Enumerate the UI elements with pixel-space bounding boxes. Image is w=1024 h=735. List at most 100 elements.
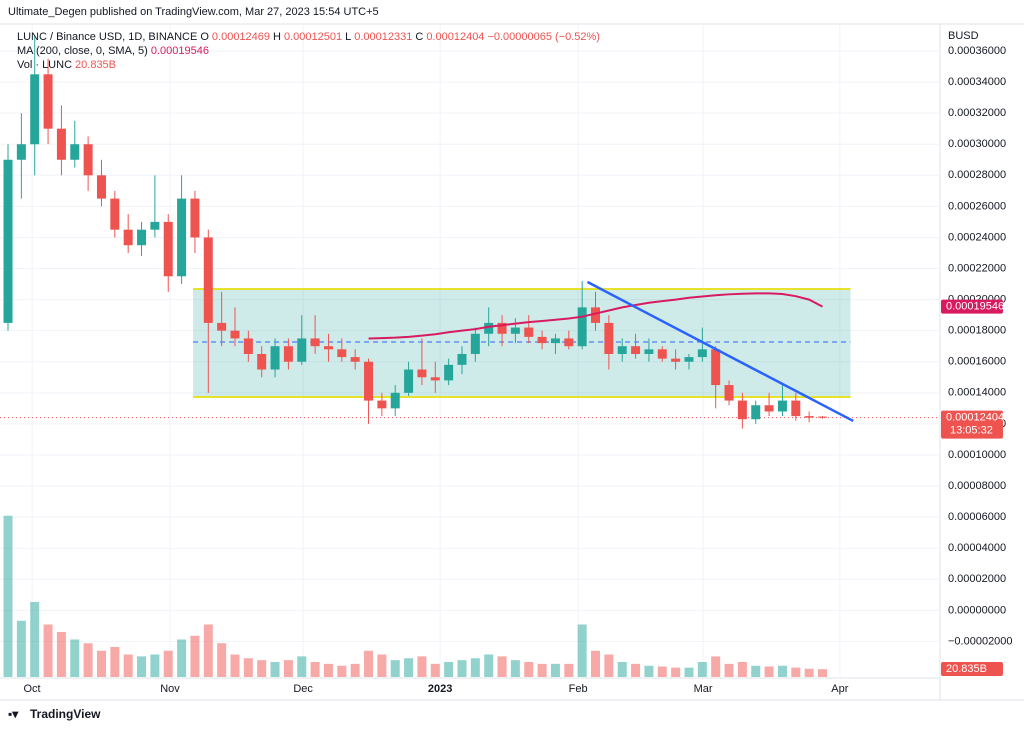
candle-body — [804, 416, 814, 418]
volume-bar — [417, 656, 427, 677]
volume-bar — [163, 650, 173, 677]
candle-body — [404, 369, 414, 393]
candle-body — [96, 175, 106, 199]
volume-tag: 20.835B — [946, 663, 987, 675]
volume-bar — [510, 660, 520, 677]
volume-bar — [70, 639, 80, 677]
legend-text: −0.00000065 (−0.52%) — [487, 31, 600, 43]
candle-body — [777, 400, 787, 412]
volume-bar — [697, 662, 707, 677]
volume-bar — [203, 624, 213, 677]
candle-body — [203, 237, 213, 323]
volume-bar — [644, 665, 654, 677]
x-tick-label: Mar — [694, 683, 713, 695]
volume-bar — [577, 624, 587, 677]
legend-row: LUNC / Binance USD, 1D, BINANCE O 0.000124… — [17, 31, 600, 43]
volume-bar — [350, 663, 360, 677]
publisher: Ultimate_Degen published on TradingView.… — [8, 6, 379, 18]
candle-body — [591, 307, 601, 323]
volume-bar — [470, 658, 480, 677]
volume-bar — [323, 663, 333, 677]
candle-body — [3, 159, 13, 323]
volume-bar — [150, 654, 160, 677]
candle-body — [510, 327, 520, 334]
volume-bar — [43, 624, 53, 677]
x-tick-label: Feb — [569, 683, 588, 695]
y-tick-label: 0.00000000 — [948, 604, 1006, 616]
trendline — [586, 280, 854, 423]
volume-bar — [818, 669, 827, 677]
brand: TradingView — [30, 707, 101, 721]
volume-bar — [270, 662, 280, 677]
candle-body — [671, 358, 681, 362]
candle-body — [684, 357, 694, 362]
candle-body — [270, 346, 280, 370]
volume-bar — [243, 658, 253, 677]
legend-text: LUNC / Binance USD, 1D, BINANCE — [17, 31, 197, 43]
volume-bar — [550, 663, 560, 677]
candle-body — [230, 330, 240, 339]
y-tick-label: 0.00008000 — [948, 480, 1006, 492]
volume-bar — [16, 620, 26, 677]
candle-body — [644, 349, 654, 354]
legend-text: 0.00012469 — [212, 31, 270, 43]
candle-body — [791, 400, 801, 417]
price-tag-box — [941, 410, 1003, 439]
legend-text: O — [200, 31, 209, 43]
candle-body — [631, 346, 641, 354]
legend-text: Vol · LUNC — [17, 59, 72, 71]
legend-text: MA (200, close, 0, SMA, 5) — [17, 45, 148, 57]
legend-text: 0.00012501 — [284, 31, 342, 43]
volume-bar — [390, 660, 400, 677]
candle-body — [537, 336, 547, 344]
volume-bar — [497, 656, 507, 677]
volume-bar — [457, 660, 467, 677]
volume-bar — [96, 650, 106, 677]
legend-row: Vol · LUNC 20.835B — [17, 59, 116, 71]
y-tick-label: 0.00022000 — [948, 262, 1006, 274]
candle-body — [364, 361, 374, 401]
volume-bar — [30, 602, 40, 677]
volume-bar — [444, 662, 454, 677]
candle-body — [123, 229, 133, 246]
candle-body — [724, 385, 734, 401]
volume-bar — [83, 643, 93, 677]
y-tick-label: −0.00002000 — [948, 635, 1013, 647]
volume-bar — [377, 654, 387, 677]
candle-body — [43, 74, 53, 129]
volume-bar — [657, 666, 667, 677]
candle-body — [524, 327, 534, 337]
candle-body — [711, 349, 721, 386]
candle-body — [137, 229, 147, 246]
candle-body — [737, 400, 747, 420]
price-tag: 0.00012404 — [946, 412, 1004, 424]
candle-body — [83, 144, 93, 176]
volume-bar — [524, 662, 534, 677]
y-tick-label: 0.00032000 — [948, 107, 1006, 119]
candle-body — [337, 349, 347, 358]
channel — [193, 289, 851, 398]
y-tick-label: 0.00010000 — [948, 449, 1006, 461]
volume-bar — [430, 663, 440, 677]
volume-bar — [230, 654, 240, 677]
x-tick-label: Dec — [293, 683, 313, 695]
brand-logo: ▪▾ — [8, 707, 19, 721]
candle-body — [550, 338, 560, 344]
plot — [0, 35, 940, 677]
candle-body — [470, 333, 480, 354]
candle-body — [657, 349, 667, 359]
volume-bar — [724, 663, 734, 677]
y-tick-label: 0.00016000 — [948, 356, 1006, 368]
candle-body — [16, 144, 26, 160]
volume-bar — [791, 667, 801, 677]
volume-bar — [764, 666, 774, 677]
legend-text: 20.835B — [75, 59, 116, 71]
candle-body — [457, 353, 467, 365]
legend-text: H — [273, 31, 281, 43]
volume-bar — [190, 635, 200, 677]
legend-row: MA (200, close, 0, SMA, 5) 0.00019546 — [17, 45, 209, 57]
volume-bar — [3, 515, 13, 677]
currency: BUSD — [948, 30, 979, 42]
volume-bar — [110, 647, 120, 677]
